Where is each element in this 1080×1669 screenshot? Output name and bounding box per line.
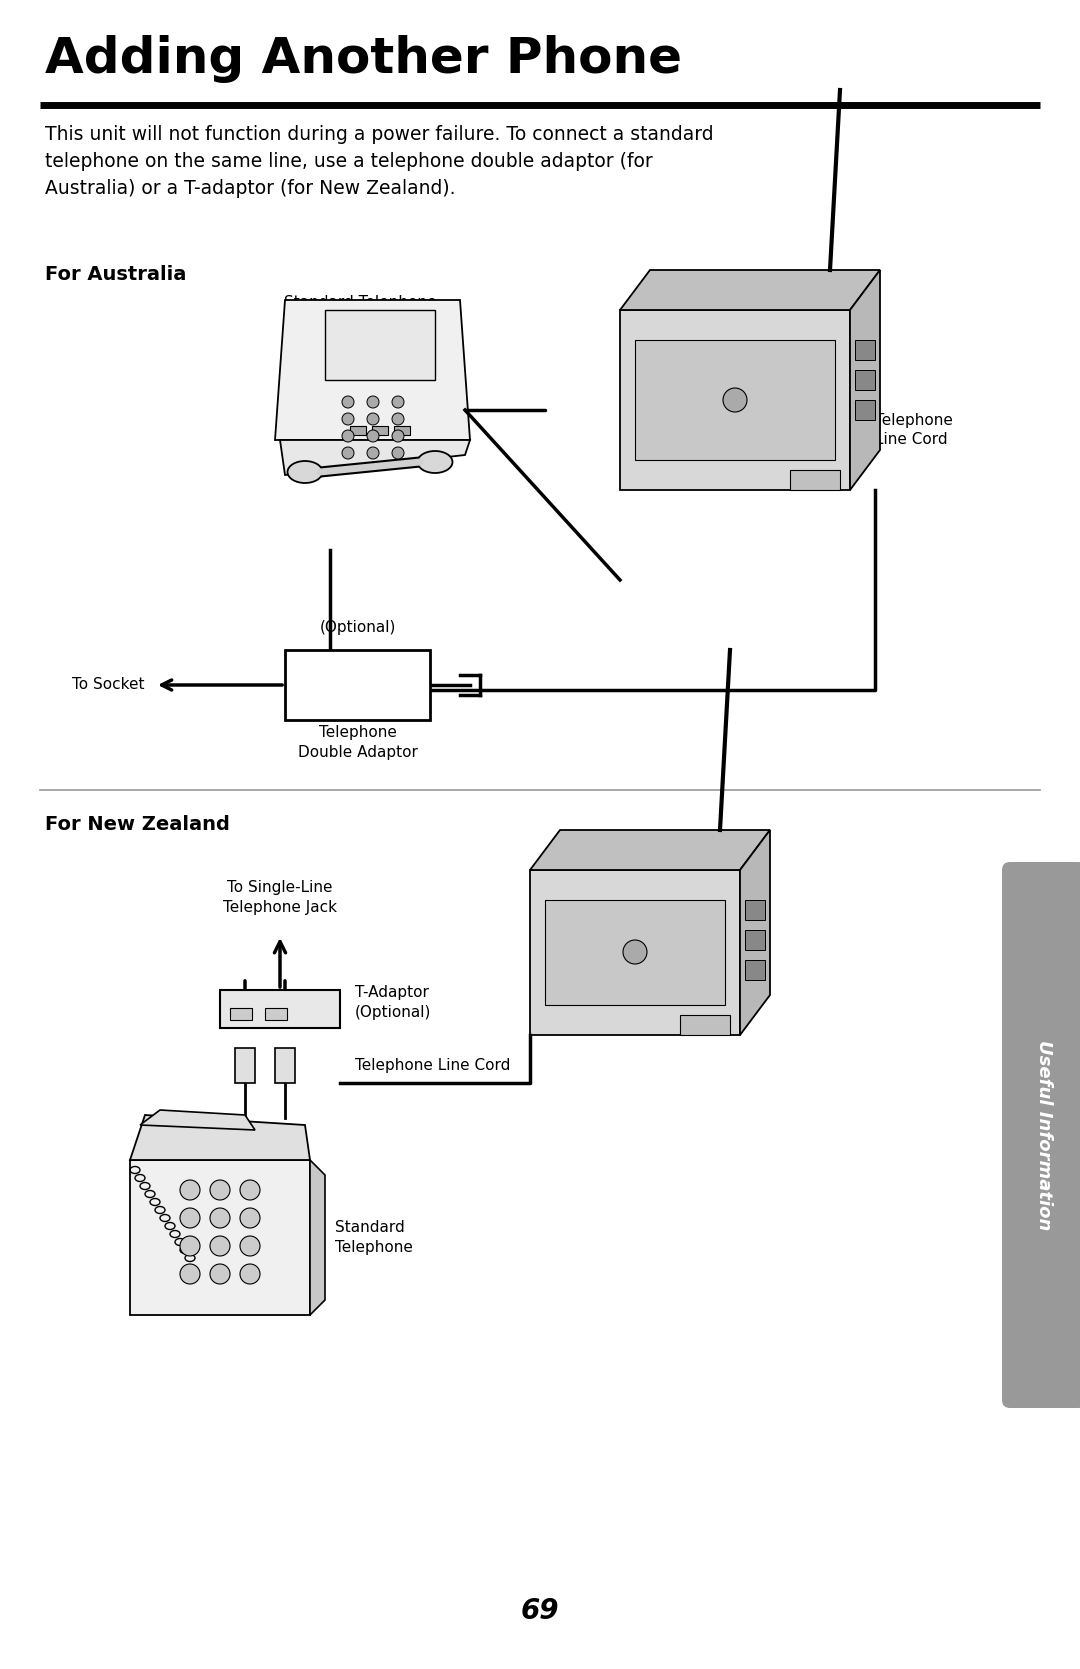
Polygon shape — [130, 1160, 310, 1315]
Circle shape — [723, 387, 747, 412]
Circle shape — [342, 447, 354, 459]
Ellipse shape — [287, 461, 323, 482]
Circle shape — [342, 431, 354, 442]
Bar — [745, 900, 765, 920]
Circle shape — [342, 396, 354, 407]
Text: 69: 69 — [521, 1597, 559, 1626]
Text: Standard
Telephone: Standard Telephone — [335, 1220, 413, 1255]
Text: (Optional): (Optional) — [320, 619, 396, 634]
Bar — [855, 401, 875, 421]
Circle shape — [210, 1208, 230, 1228]
Text: This unit will not function during a power failure. To connect a standard
teleph: This unit will not function during a pow… — [45, 125, 714, 199]
Polygon shape — [620, 270, 880, 310]
Text: Telephone Line Cord: Telephone Line Cord — [355, 1058, 511, 1073]
FancyBboxPatch shape — [1002, 861, 1080, 1409]
Bar — [680, 1015, 730, 1035]
Text: To Socket: To Socket — [72, 678, 145, 693]
Text: Telephone
Double Adaptor: Telephone Double Adaptor — [298, 724, 418, 759]
Text: For Australia: For Australia — [45, 265, 187, 284]
Bar — [372, 426, 388, 436]
Polygon shape — [530, 829, 770, 870]
Bar — [635, 340, 835, 461]
Text: Useful Information: Useful Information — [1035, 1040, 1053, 1230]
Polygon shape — [620, 310, 850, 491]
Text: To Single-Line
Telephone Jack: To Single-Line Telephone Jack — [222, 880, 337, 915]
Polygon shape — [850, 270, 880, 491]
Bar — [789, 471, 840, 491]
Bar — [235, 1048, 255, 1083]
Circle shape — [210, 1263, 230, 1283]
Text: Adding Another Phone: Adding Another Phone — [45, 35, 681, 83]
Bar — [285, 649, 430, 719]
Circle shape — [392, 431, 404, 442]
Circle shape — [392, 412, 404, 426]
Bar — [745, 930, 765, 950]
Circle shape — [180, 1263, 200, 1283]
Polygon shape — [275, 300, 470, 441]
Ellipse shape — [418, 451, 453, 472]
Bar — [855, 340, 875, 361]
Circle shape — [240, 1180, 260, 1200]
Text: For New Zealand: For New Zealand — [45, 814, 230, 834]
Circle shape — [392, 396, 404, 407]
Bar — [394, 426, 410, 436]
Circle shape — [623, 940, 647, 965]
Circle shape — [367, 396, 379, 407]
Bar — [350, 426, 366, 436]
Bar — [275, 1048, 295, 1083]
Polygon shape — [310, 1160, 325, 1315]
Circle shape — [367, 431, 379, 442]
Text: Standard Telephone: Standard Telephone — [284, 295, 436, 310]
Circle shape — [240, 1237, 260, 1257]
Polygon shape — [130, 1115, 310, 1160]
Circle shape — [240, 1263, 260, 1283]
Bar — [230, 1008, 252, 1020]
Polygon shape — [280, 441, 470, 476]
Bar — [220, 990, 340, 1028]
Circle shape — [367, 412, 379, 426]
Bar — [265, 1008, 287, 1020]
Circle shape — [180, 1180, 200, 1200]
Circle shape — [210, 1180, 230, 1200]
Bar — [545, 900, 725, 1005]
Polygon shape — [530, 870, 740, 1035]
Circle shape — [180, 1237, 200, 1257]
Bar — [745, 960, 765, 980]
Circle shape — [180, 1208, 200, 1228]
Circle shape — [342, 412, 354, 426]
Polygon shape — [140, 1110, 255, 1130]
Text: T-Adaptor
(Optional): T-Adaptor (Optional) — [355, 985, 431, 1020]
Circle shape — [210, 1237, 230, 1257]
Circle shape — [240, 1208, 260, 1228]
Polygon shape — [740, 829, 770, 1035]
Circle shape — [367, 447, 379, 459]
Bar — [855, 371, 875, 391]
Bar — [325, 310, 435, 381]
Text: Telephone
Line Cord: Telephone Line Cord — [875, 412, 953, 447]
Circle shape — [392, 447, 404, 459]
